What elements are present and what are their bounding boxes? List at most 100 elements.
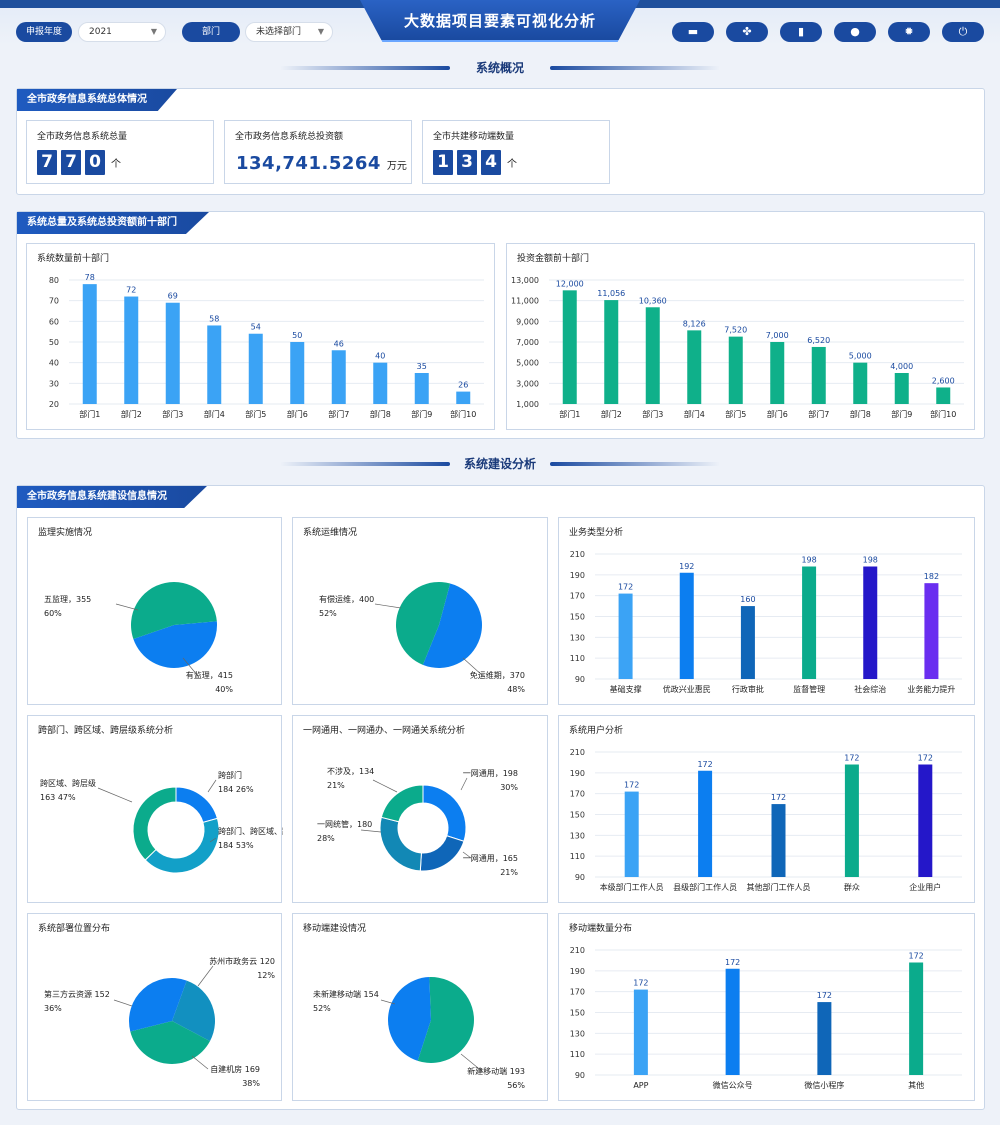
digit: 0 — [85, 150, 105, 175]
bar — [817, 1002, 832, 1075]
y-tick-label: 90 — [575, 1071, 585, 1080]
x-tick-label: 部门8 — [850, 409, 871, 419]
y-tick-label: 7,000 — [516, 338, 539, 347]
y-tick-label: 210 — [570, 946, 585, 955]
chart-card-invest: 投资金额前十部门 13,000 11,000 9,000 7,000 5,000 3,000… — [506, 243, 975, 430]
x-tick-label: 部门5 — [245, 409, 266, 419]
data-label: 160 — [740, 595, 755, 604]
x-tick-label: 部门2 — [121, 409, 142, 419]
section-title: 系统概况 — [475, 61, 524, 75]
data-label: 172 — [771, 793, 786, 802]
dept-select[interactable]: 未选择部门 ▼ — [245, 22, 333, 42]
unit: 个 — [507, 159, 517, 170]
data-label: 172 — [633, 979, 648, 988]
year-select[interactable]: 2021 ▼ — [78, 22, 166, 42]
leader-line — [380, 999, 396, 1005]
slice-label: 一网通用，165 — [463, 853, 518, 863]
title-banner: 大数据项目要素可视化分析 — [360, 0, 640, 42]
x-tick-label: 部门9 — [891, 409, 912, 419]
settings-button[interactable]: ✹ — [888, 22, 930, 42]
x-tick-label: 微信小程序 — [804, 1080, 844, 1090]
y-tick-label: 13,000 — [511, 276, 539, 285]
y-tick-label: 3,000 — [516, 379, 539, 388]
digit: 3 — [457, 150, 477, 175]
x-tick-label: 监督管理 — [793, 684, 825, 694]
monitor-button[interactable]: ▬ — [672, 22, 714, 42]
data-label: 172 — [844, 754, 859, 763]
card-title: 全市政务信息系统总量 — [37, 132, 128, 142]
y-tick-label: 150 — [570, 613, 585, 622]
gear-icon: ✹ — [904, 25, 914, 38]
y-tick-label: 30 — [49, 379, 59, 388]
chart-button[interactable]: ▮ — [780, 22, 822, 42]
bar — [725, 968, 740, 1075]
bar — [770, 342, 785, 404]
x-tick-label: 其他部门工作人员 — [747, 882, 811, 892]
data-label: 172 — [697, 760, 712, 769]
data-label: 69 — [168, 292, 178, 301]
data-label: 172 — [817, 991, 832, 1000]
x-tick-label: 部门1 — [559, 409, 580, 419]
bar — [894, 373, 909, 404]
section-title: 系统建设分析 — [463, 457, 536, 471]
leader-line — [460, 777, 468, 791]
y-tick-label: 11,000 — [511, 297, 539, 306]
data-label: 72 — [126, 286, 136, 295]
panel-tag: 全市政务信息系统总体情况 — [17, 89, 177, 111]
power-button[interactable]: ⏻ — [942, 22, 984, 42]
y-tick-label: 210 — [570, 748, 585, 757]
slice-label: 不涉及，134 — [327, 766, 374, 776]
y-tick-label: 90 — [575, 873, 585, 882]
slice-label: 新建移动端 193 — [467, 1066, 525, 1076]
card-title: 全市共建移动端数量 — [433, 132, 515, 142]
slice-percent: 184 26% — [218, 785, 254, 794]
mobiledist-chart: 移动端数量分布 210 190 170 150 130 110 90 172 APP 172 微信公众… — [569, 922, 962, 1090]
data-label: 50 — [292, 331, 302, 340]
divider — [280, 66, 450, 70]
data-label: 35 — [417, 362, 427, 371]
apps-button[interactable]: ✤ — [726, 22, 768, 42]
chart-title: 投资金额前十部门 — [517, 252, 589, 264]
x-tick-label: 部门4 — [204, 409, 225, 419]
y-tick-label: 130 — [570, 831, 585, 840]
power-icon: ⏻ — [958, 25, 968, 38]
digit: 7 — [37, 150, 57, 175]
chevron-down-icon: ▼ — [317, 27, 324, 36]
user-button[interactable]: ● — [834, 22, 876, 42]
bar — [414, 373, 429, 404]
leader-line — [462, 657, 484, 677]
total-investment-card: 全市政务信息系统总投资额 134,741.5264 万元 — [224, 120, 412, 184]
data-label: 54 — [251, 323, 261, 332]
users-chart: 系统用户分析 210 190 170 150 130 110 90 172 本级部门工作人员 172… — [569, 724, 962, 892]
slice-label: 五监理，355 — [44, 594, 91, 604]
chart-card-business: 业务类型分析 210 190 170 150 130 110 90 172 基础支撑 192 优政兴业… — [558, 517, 975, 705]
chart-title: 系统用户分析 — [569, 724, 623, 736]
data-label: 2,600 — [932, 376, 955, 385]
data-label: 172 — [908, 952, 923, 961]
y-tick-label: 190 — [570, 769, 585, 778]
x-tick-label: 部门5 — [725, 409, 746, 419]
data-label: 172 — [918, 754, 933, 763]
slice-percent: 60% — [44, 609, 62, 618]
page-title: 大数据项目要素可视化分析 — [403, 12, 596, 30]
data-label: 10,360 — [639, 296, 667, 305]
x-tick-label: 部门9 — [411, 409, 432, 419]
chart-title: 移动端数量分布 — [569, 922, 632, 934]
bar — [645, 307, 660, 404]
slice-percent: 12% — [257, 971, 275, 980]
chart-title: 跨部门、跨区域、跨层级系统分析 — [38, 724, 173, 736]
x-tick-label: 部门7 — [328, 409, 349, 419]
chart-title: 系统数量前十部门 — [37, 252, 109, 264]
x-tick-label: 群众 — [844, 882, 860, 892]
slice-label: 第三方云资源 152 — [44, 989, 110, 999]
card-title: 全市政务信息系统总投资额 — [235, 132, 344, 142]
y-tick-label: 170 — [570, 790, 585, 799]
pie-slice — [417, 977, 474, 1063]
bar — [618, 593, 633, 679]
bar — [562, 290, 577, 404]
y-tick-label: 150 — [570, 1009, 585, 1018]
dept-value: 未选择部门 — [256, 27, 302, 37]
x-tick-label: 基础支撑 — [610, 684, 642, 694]
